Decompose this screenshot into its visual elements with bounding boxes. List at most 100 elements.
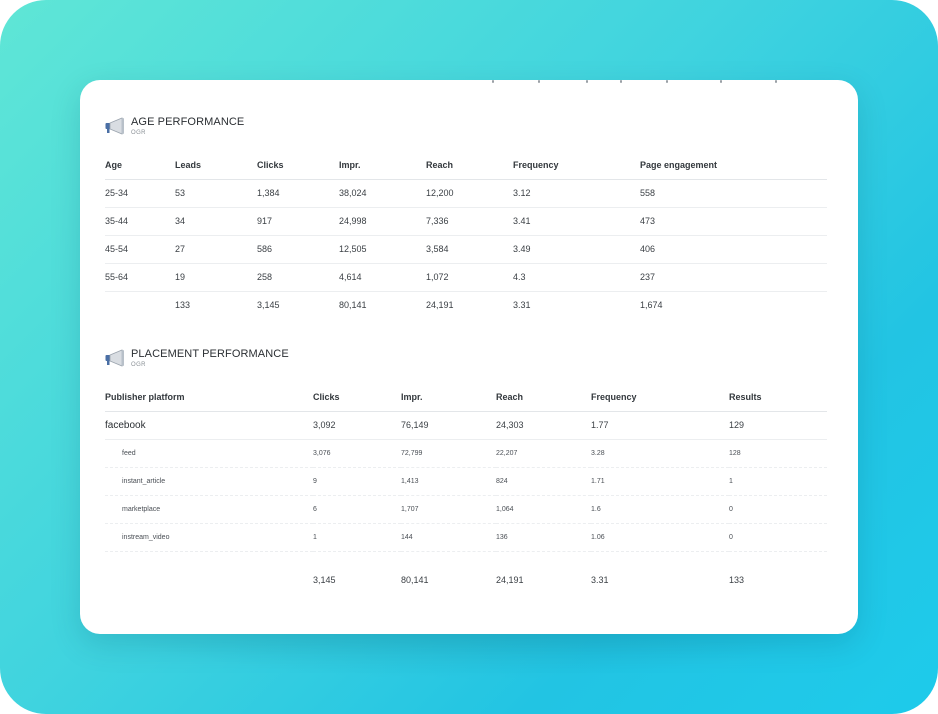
total-cell: 3,145 — [257, 300, 280, 311]
table-header-row: Age Leads Clicks Impr. Reach Frequency P… — [105, 152, 827, 180]
section-subtitle: OGR — [131, 130, 146, 136]
table-cell: 558 — [640, 179, 827, 208]
table-cell: 35-44 — [105, 207, 175, 236]
placement-table: Publisher platform Clicks Impr. Reach Fr… — [105, 384, 827, 595]
clipped-previous-row — [490, 80, 780, 84]
total-cell: 24,191 — [496, 575, 524, 586]
table-cell: 1,384 — [257, 179, 339, 208]
table-cell: 25-34 — [105, 179, 175, 208]
table-cell: 406 — [640, 235, 827, 264]
total-cell: 80,141 — [339, 300, 367, 311]
table-cell: 1,072 — [426, 263, 513, 292]
table-cell: 27 — [175, 235, 257, 264]
table-cell: 1.6 — [591, 495, 729, 524]
placement-name: marketplace — [105, 495, 313, 524]
platform-row: facebook 3,092 76,149 24,303 1.77 129 — [105, 411, 827, 440]
table-cell: 3.49 — [513, 235, 640, 264]
section-subtitle: OGR — [131, 362, 146, 368]
table-cell: 3.28 — [591, 439, 729, 468]
age-table: Age Leads Clicks Impr. Reach Frequency P… — [105, 152, 827, 319]
table-cell: 1 — [729, 467, 827, 496]
column-header: Publisher platform — [105, 384, 313, 412]
table-cell: 4,614 — [339, 263, 426, 292]
table-cell: 24,998 — [339, 207, 426, 236]
placement-sub-row: feed 3,076 72,799 22,207 3.28 128 — [105, 439, 827, 468]
table-cell: 72,799 — [401, 439, 496, 468]
table-cell: 45-54 — [105, 235, 175, 264]
table-cell: 136 — [496, 523, 591, 552]
platform-name: facebook — [105, 411, 313, 440]
table-cell: 473 — [640, 207, 827, 236]
table-cell: 128 — [729, 439, 827, 468]
table-cell: 7,336 — [426, 207, 513, 236]
column-header: Reach — [426, 152, 513, 180]
table-cell: 1,707 — [401, 495, 496, 524]
table-cell: 38,024 — [339, 179, 426, 208]
total-cell: 133 — [175, 300, 191, 311]
column-header: Page engagement — [640, 152, 827, 180]
table-cell: 4.3 — [513, 263, 640, 292]
table-cell: 3,076 — [313, 439, 401, 468]
placement-name: instant_article — [105, 467, 313, 496]
table-cell: 19 — [175, 263, 257, 292]
table-cell: 1,413 — [401, 467, 496, 496]
section-title: PLACEMENT PERFORMANCE — [131, 348, 289, 360]
total-row: 133 3,145 80,141 24,191 3.31 1,674 — [105, 291, 827, 319]
age-performance-section: AGE PERFORMANCE OGR Age Leads Clicks Imp… — [105, 114, 827, 319]
column-header: Clicks — [313, 384, 401, 412]
table-cell: 3.12 — [513, 179, 640, 208]
table-cell: 9 — [313, 467, 401, 496]
total-cell: 80,141 — [401, 575, 429, 586]
table-cell: 917 — [257, 207, 339, 236]
table-header-row: Publisher platform Clicks Impr. Reach Fr… — [105, 384, 827, 412]
placement-sub-row: instream_video 1 144 136 1.06 0 — [105, 523, 827, 552]
placement-sub-row: instant_article 9 1,413 824 1.71 1 — [105, 467, 827, 496]
column-header: Leads — [175, 152, 257, 180]
table-cell: 824 — [496, 467, 591, 496]
table-cell: 12,505 — [339, 235, 426, 264]
column-header: Results — [729, 384, 827, 412]
table-cell: 237 — [640, 263, 827, 292]
table-row: 25-34 53 1,384 38,024 12,200 3.12 558 — [105, 179, 827, 208]
total-cell: 3.31 — [513, 300, 531, 311]
table-cell: 22,207 — [496, 439, 591, 468]
column-header: Impr. — [401, 384, 496, 412]
table-cell: 0 — [729, 523, 827, 552]
table-cell — [105, 291, 175, 319]
placement-name: feed — [105, 439, 313, 468]
total-cell: 133 — [729, 575, 745, 586]
table-cell: 3,584 — [426, 235, 513, 264]
total-cell: 3,145 — [313, 575, 336, 586]
table-row: 45-54 27 586 12,505 3,584 3.49 406 — [105, 235, 827, 264]
column-header: Reach — [496, 384, 591, 412]
table-cell: 1.06 — [591, 523, 729, 552]
table-cell: 1.77 — [591, 411, 729, 440]
column-header: Frequency — [513, 152, 640, 180]
table-cell: 129 — [729, 411, 827, 440]
table-cell: 24,303 — [496, 411, 591, 440]
table-cell: 258 — [257, 263, 339, 292]
table-cell: 34 — [175, 207, 257, 236]
table-cell: 53 — [175, 179, 257, 208]
table-cell: 55-64 — [105, 263, 175, 292]
report-card: AGE PERFORMANCE OGR Age Leads Clicks Imp… — [80, 80, 858, 634]
placement-sub-row: marketplace 6 1,707 1,064 1.6 0 — [105, 495, 827, 524]
table-cell: 144 — [401, 523, 496, 552]
total-cell: 24,191 — [426, 300, 454, 311]
column-header: Clicks — [257, 152, 339, 180]
total-row: 3,145 80,141 24,191 3.31 133 — [105, 551, 827, 595]
table-row: 35-44 34 917 24,998 7,336 3.41 473 — [105, 207, 827, 236]
table-cell: 6 — [313, 495, 401, 524]
column-header: Impr. — [339, 152, 426, 180]
total-cell: 3.31 — [591, 575, 609, 586]
column-header: Frequency — [591, 384, 729, 412]
megaphone-icon — [105, 349, 124, 367]
table-cell: 3,092 — [313, 411, 401, 440]
placement-name: instream_video — [105, 523, 313, 552]
section-header: PLACEMENT PERFORMANCE OGR — [105, 346, 827, 374]
table-cell: 586 — [257, 235, 339, 264]
table-cell: 12,200 — [426, 179, 513, 208]
table-row: 55-64 19 258 4,614 1,072 4.3 237 — [105, 263, 827, 292]
table-cell: 3.41 — [513, 207, 640, 236]
